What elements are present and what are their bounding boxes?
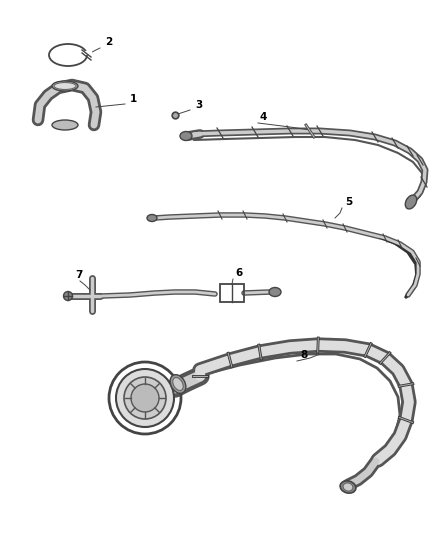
Ellipse shape	[340, 481, 356, 493]
Ellipse shape	[147, 214, 157, 222]
Ellipse shape	[269, 287, 281, 296]
Text: 8: 8	[300, 350, 307, 360]
Ellipse shape	[54, 83, 76, 90]
Ellipse shape	[405, 195, 417, 209]
Text: 7: 7	[75, 270, 82, 280]
Text: 2: 2	[105, 37, 112, 47]
Ellipse shape	[131, 384, 159, 412]
Text: 5: 5	[345, 197, 352, 207]
Text: 3: 3	[195, 100, 202, 110]
Ellipse shape	[170, 375, 186, 393]
Ellipse shape	[116, 369, 174, 427]
Ellipse shape	[52, 120, 78, 130]
Ellipse shape	[64, 292, 73, 301]
Ellipse shape	[173, 377, 183, 391]
Ellipse shape	[52, 81, 78, 91]
Text: 6: 6	[235, 268, 242, 278]
Ellipse shape	[124, 377, 166, 419]
Ellipse shape	[343, 483, 353, 491]
Text: 4: 4	[260, 112, 267, 122]
Bar	[220, 284, 244, 302]
Text: 1: 1	[130, 94, 137, 104]
Ellipse shape	[180, 132, 192, 141]
